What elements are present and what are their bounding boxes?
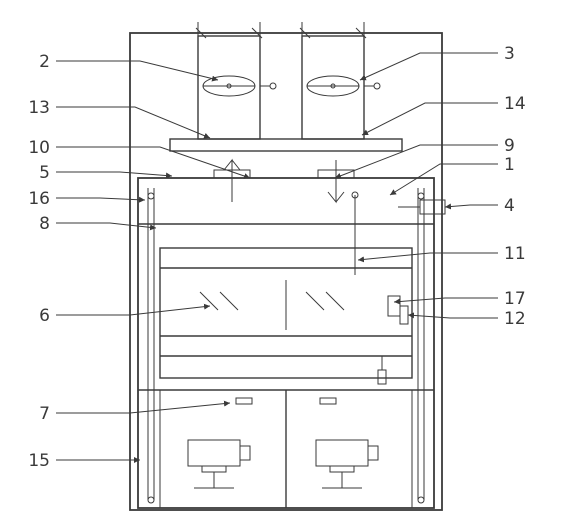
callout-3: 3 <box>504 44 515 64</box>
callout-15: 15 <box>28 451 50 471</box>
callout-4: 4 <box>504 196 515 216</box>
callout-17: 17 <box>504 289 526 309</box>
callout-9: 9 <box>504 136 515 156</box>
callout-8: 8 <box>39 214 50 234</box>
callout-5: 5 <box>39 163 50 183</box>
engineering-drawing: 1234567891011121314151617 <box>0 0 566 527</box>
callout-12: 12 <box>504 309 526 329</box>
callout-11: 11 <box>504 244 526 264</box>
callout-10: 10 <box>28 138 50 158</box>
callout-2: 2 <box>39 52 50 72</box>
callout-13: 13 <box>28 98 50 118</box>
callout-6: 6 <box>39 306 50 326</box>
callout-16: 16 <box>28 189 50 209</box>
callout-1: 1 <box>504 155 515 175</box>
callout-14: 14 <box>504 94 526 114</box>
callout-7: 7 <box>39 404 50 424</box>
